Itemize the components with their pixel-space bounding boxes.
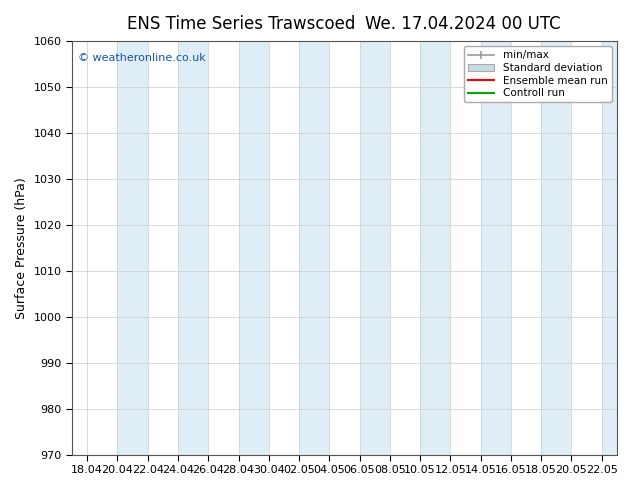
Text: We. 17.04.2024 00 UTC: We. 17.04.2024 00 UTC [365, 15, 560, 33]
Bar [541, 41, 571, 455]
Bar [117, 41, 148, 455]
Bar [420, 41, 450, 455]
Bar [602, 41, 617, 455]
Bar [481, 41, 511, 455]
Bar [299, 41, 329, 455]
Bar [178, 41, 208, 455]
Y-axis label: Surface Pressure (hPa): Surface Pressure (hPa) [15, 177, 28, 318]
Text: ENS Time Series Trawscoed: ENS Time Series Trawscoed [127, 15, 355, 33]
Bar [238, 41, 269, 455]
Bar [359, 41, 390, 455]
Legend: min/max, Standard deviation, Ensemble mean run, Controll run: min/max, Standard deviation, Ensemble me… [464, 46, 612, 102]
Text: © weatheronline.co.uk: © weatheronline.co.uk [77, 53, 205, 64]
